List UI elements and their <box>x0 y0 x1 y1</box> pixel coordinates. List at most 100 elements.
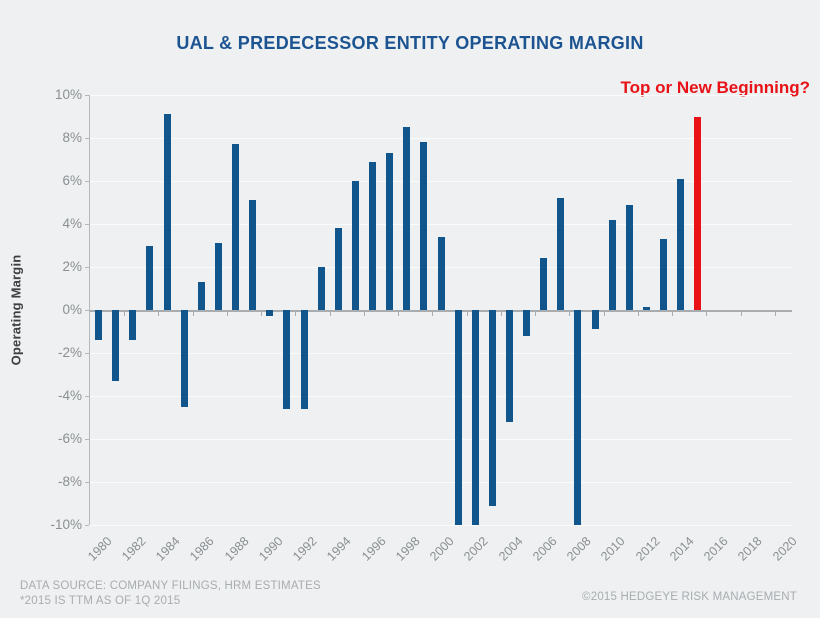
copyright-note: ©2015 HEDGEYE RISK MANAGEMENT <box>582 591 797 603</box>
x-tick-label: 2016 <box>701 534 731 564</box>
x-axis-tick <box>226 311 228 316</box>
x-tick-label: 1998 <box>393 534 423 564</box>
gridline <box>90 481 792 483</box>
x-axis-tick <box>466 311 468 316</box>
gridline <box>90 137 792 139</box>
y-tick-label: 6% <box>62 173 82 188</box>
x-tick-label: 2004 <box>495 534 526 564</box>
y-axis-tick <box>85 94 89 96</box>
data-source-line1: DATA SOURCE: COMPANY FILINGS, HRM ESTIMA… <box>20 580 321 592</box>
bar-1990 <box>266 310 274 317</box>
bar-1992 <box>300 310 308 409</box>
x-axis-tick <box>603 311 605 316</box>
x-tick-label: 2002 <box>461 534 492 564</box>
bar-2002 <box>471 310 479 525</box>
y-axis-tick <box>85 180 89 182</box>
gridline <box>90 438 792 440</box>
bar-2011 <box>625 204 633 310</box>
bar-1985 <box>180 310 188 407</box>
gridline <box>90 352 792 354</box>
x-tick-label: 1980 <box>84 534 115 564</box>
y-tick-label: 0% <box>62 302 82 317</box>
x-axis-tick <box>706 311 708 316</box>
y-axis-tick <box>85 266 89 268</box>
bar-2009 <box>591 310 599 330</box>
x-axis-line <box>90 309 792 312</box>
x-axis-tick <box>569 311 571 316</box>
bar-1994 <box>334 228 342 310</box>
gridline <box>90 395 792 397</box>
x-tick-label: 1988 <box>221 534 252 564</box>
x-axis-tick <box>261 311 263 316</box>
bar-1987 <box>214 243 222 310</box>
y-tick-label: -4% <box>57 388 82 403</box>
y-axis-tick <box>85 352 89 354</box>
x-tick-label: 2006 <box>530 534 560 564</box>
x-tick-label: 1982 <box>119 534 149 564</box>
x-tick-label: 2018 <box>735 534 766 564</box>
data-source-note: DATA SOURCE: COMPANY FILINGS, HRM ESTIMA… <box>20 579 321 609</box>
gridline <box>90 223 792 225</box>
bar-2008 <box>574 310 582 525</box>
gridline <box>90 94 792 96</box>
x-tick-label: 2020 <box>769 534 800 564</box>
y-tick-label: -10% <box>50 517 82 532</box>
x-tick-label: 1984 <box>153 534 183 564</box>
plot-area <box>85 94 792 526</box>
bar-1998 <box>403 127 411 310</box>
x-tick-label: 1992 <box>290 534 320 564</box>
x-axis-tick <box>637 311 639 316</box>
y-tick-label: 10% <box>54 87 82 102</box>
bar-1988 <box>232 144 240 310</box>
bar-2007 <box>557 198 565 310</box>
chart-title: UAL & PREDECESSOR ENTITY OPERATING MARGI… <box>176 33 644 53</box>
y-tick-label: 8% <box>62 130 82 145</box>
x-tick-label: 1996 <box>358 534 389 564</box>
bar-1989 <box>249 200 257 310</box>
y-axis-tick <box>85 438 89 440</box>
y-axis-line <box>89 95 90 525</box>
bar-1981 <box>112 310 120 381</box>
y-tick-label: -6% <box>57 431 82 446</box>
x-axis-tick <box>158 311 160 316</box>
x-tick-label: 2010 <box>598 534 629 564</box>
gridline <box>90 180 792 182</box>
x-axis-tick <box>398 311 400 316</box>
bar-2006 <box>540 258 548 310</box>
bar-2013 <box>660 239 668 310</box>
bar-2015 <box>694 116 702 310</box>
bar-1982 <box>129 310 137 341</box>
x-axis-tick <box>124 311 126 316</box>
bar-2003 <box>488 310 496 506</box>
y-axis-tick <box>85 481 89 483</box>
x-axis-tick <box>363 311 365 316</box>
annotation-top-or-new-beginning: Top or New Beginning? <box>620 78 811 97</box>
x-axis-tick <box>535 311 537 316</box>
bar-1984 <box>163 114 171 310</box>
x-tick-label: 1990 <box>256 534 286 564</box>
bar-2012 <box>642 306 650 310</box>
x-axis-tick <box>740 311 742 316</box>
y-axis-tick <box>85 309 89 311</box>
x-axis-tick <box>774 311 776 316</box>
y-axis-tick <box>85 137 89 139</box>
bar-1991 <box>283 310 291 409</box>
gridline <box>90 524 792 526</box>
x-axis-tick <box>192 311 194 316</box>
bar-2005 <box>523 310 531 336</box>
x-tick-label: 2012 <box>632 534 663 564</box>
y-axis-tick <box>85 524 89 526</box>
bar-2014 <box>677 178 685 310</box>
x-tick-label: 1986 <box>187 534 218 564</box>
bar-1995 <box>351 181 359 310</box>
bar-1993 <box>317 267 325 310</box>
bar-1983 <box>146 245 154 310</box>
x-tick-label: 1994 <box>324 534 355 564</box>
x-axis-tick <box>500 311 502 316</box>
y-tick-label: 2% <box>62 259 82 274</box>
x-axis-tick <box>295 311 297 316</box>
bar-1986 <box>197 282 205 310</box>
bar-2000 <box>437 236 445 310</box>
bar-1980 <box>95 310 103 341</box>
